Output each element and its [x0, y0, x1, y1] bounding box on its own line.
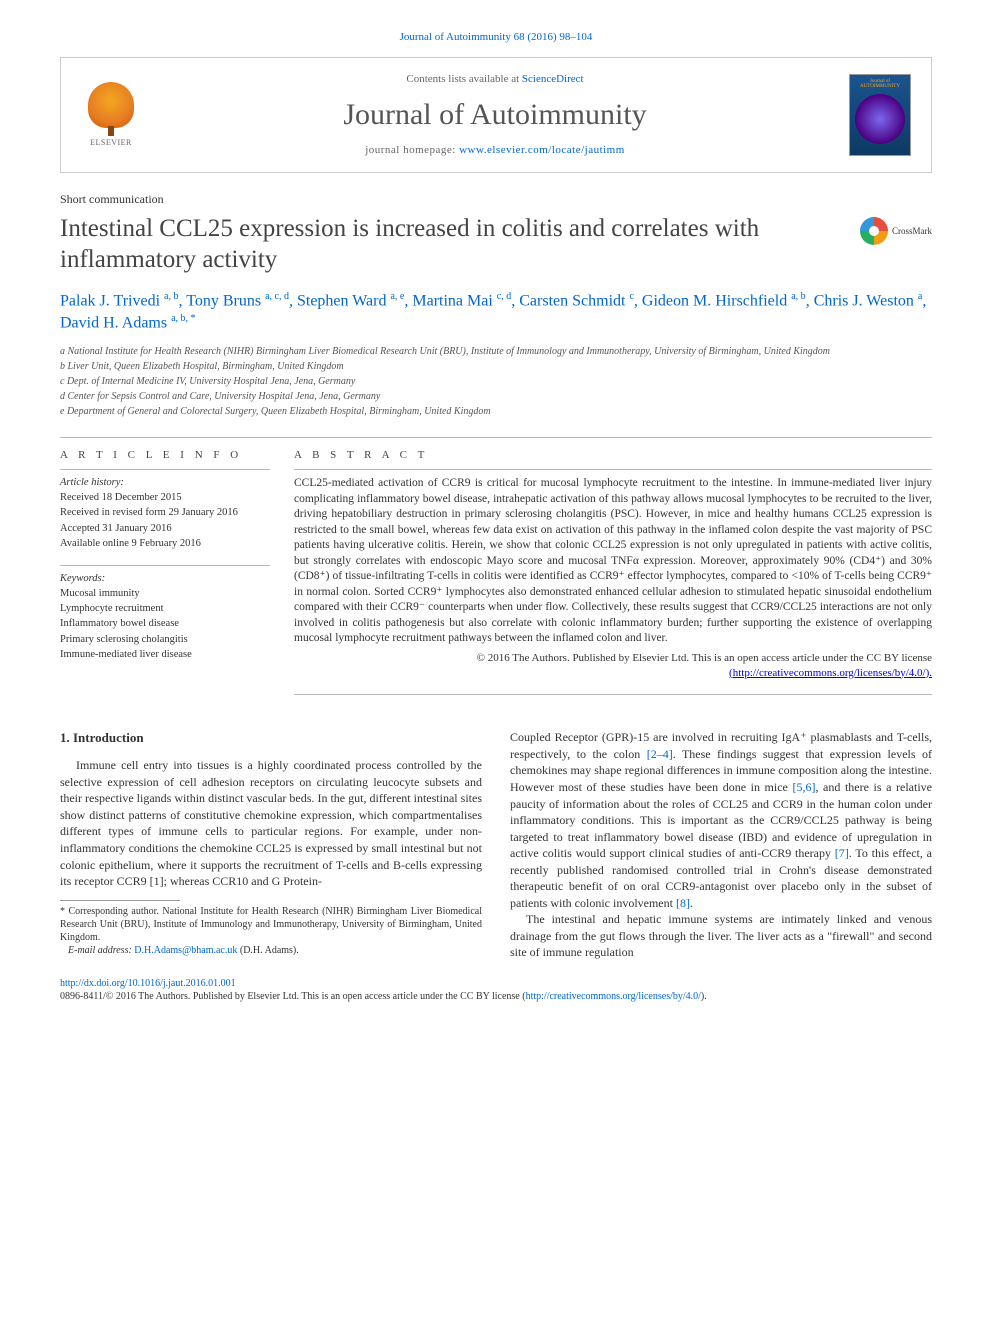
- elsevier-label: ELSEVIER: [90, 138, 132, 149]
- author: David H. Adams: [60, 315, 167, 332]
- keyword: Primary sclerosing cholangitis: [60, 633, 270, 647]
- author-aff: a, c, d: [265, 291, 289, 302]
- author-aff: a, e: [390, 291, 404, 302]
- author-aff: a: [918, 291, 922, 302]
- author: Chris J. Weston: [814, 292, 914, 309]
- article-title: Intestinal CCL25 expression is increased…: [60, 213, 848, 276]
- author-aff: c, d: [497, 291, 511, 302]
- keyword: Immune-mediated liver disease: [60, 648, 270, 662]
- author: Stephen Ward: [297, 292, 387, 309]
- cover-title: Journal of AUTOIMMUNITY: [850, 79, 910, 90]
- article-info-label: A R T I C L E I N F O: [60, 448, 270, 463]
- author: Tony Bruns: [186, 292, 261, 309]
- crossmark-label: CrossMark: [892, 225, 932, 237]
- divider: [294, 694, 932, 695]
- affiliation: e Department of General and Colorectal S…: [60, 405, 932, 419]
- homepage-line: journal homepage: www.elsevier.com/locat…: [141, 143, 849, 158]
- history-received: Received 18 December 2015: [60, 491, 270, 505]
- footer-bar: http://dx.doi.org/10.1016/j.jaut.2016.01…: [60, 977, 932, 1003]
- sciencedirect-link[interactable]: ScienceDirect: [522, 73, 584, 85]
- crossmark-badge[interactable]: CrossMark: [860, 217, 932, 245]
- email-suffix: (D.H. Adams).: [237, 945, 298, 956]
- abstract-text: CCL25-mediated activation of CCR9 is cri…: [294, 476, 932, 647]
- author-aff: a, b: [164, 291, 178, 302]
- body-text: 1. Introduction Immune cell entry into t…: [60, 729, 932, 961]
- divider: [60, 437, 932, 438]
- contents-prefix: Contents lists available at: [406, 73, 521, 85]
- abstract-column: A B S T R A C T CCL25-mediated activatio…: [294, 448, 932, 705]
- body-paragraph: Immune cell entry into tissues is a high…: [60, 757, 482, 889]
- author-aff: c: [629, 291, 633, 302]
- affiliation: c Dept. of Internal Medicine IV, Univers…: [60, 375, 932, 389]
- keywords-label: Keywords:: [60, 573, 105, 584]
- author: Carsten Schmidt: [519, 292, 625, 309]
- affiliations: a National Institute for Health Research…: [60, 345, 932, 419]
- keyword: Lymphocyte recruitment: [60, 602, 270, 616]
- crossmark-icon: [860, 217, 888, 245]
- affiliation: d Center for Sepsis Control and Care, Un…: [60, 390, 932, 404]
- citation-line: Journal of Autoimmunity 68 (2016) 98–104: [60, 30, 932, 45]
- history-accepted: Accepted 31 January 2016: [60, 522, 270, 536]
- article-info-column: A R T I C L E I N F O Article history: R…: [60, 448, 270, 705]
- journal-name: Journal of Autoimmunity: [141, 95, 849, 136]
- keywords-block: Keywords: Mucosal immunity Lymphocyte re…: [60, 565, 270, 662]
- body-paragraph: The intestinal and hepatic immune system…: [510, 911, 932, 961]
- author-aff: a, b: [791, 291, 805, 302]
- footnote-divider: [60, 900, 180, 901]
- homepage-prefix: journal homepage:: [365, 144, 459, 156]
- author: Palak J. Trivedi: [60, 292, 160, 309]
- copyright-line: © 2016 The Authors. Published by Elsevie…: [294, 651, 932, 681]
- author-aff: a, b, *: [171, 313, 195, 324]
- email-label: E-mail address:: [68, 945, 134, 956]
- homepage-link[interactable]: www.elsevier.com/locate/jautimm: [459, 144, 625, 156]
- doi-link[interactable]: http://dx.doi.org/10.1016/j.jaut.2016.01…: [60, 978, 236, 989]
- body-paragraph: Coupled Receptor (GPR)-15 are involved i…: [510, 729, 932, 911]
- elsevier-logo: ELSEVIER: [81, 80, 141, 150]
- issn-close: ).: [701, 991, 707, 1002]
- journal-header: ELSEVIER Contents lists available at Sci…: [60, 57, 932, 173]
- contents-line: Contents lists available at ScienceDirec…: [141, 72, 849, 87]
- issn-line: 0896-8411/© 2016 The Authors. Published …: [60, 991, 526, 1002]
- ref-link[interactable]: [8]: [676, 896, 690, 910]
- article-history: Article history: Received 18 December 20…: [60, 469, 270, 551]
- cover-image-icon: [855, 94, 905, 144]
- elsevier-tree-icon: [88, 82, 134, 128]
- header-center: Contents lists available at ScienceDirec…: [141, 72, 849, 158]
- journal-cover-thumbnail: Journal of AUTOIMMUNITY: [849, 74, 911, 156]
- ref-link[interactable]: [2–4]: [647, 747, 673, 761]
- license-link[interactable]: http://creativecommons.org/licenses/by/4…: [526, 991, 701, 1002]
- keyword: Inflammatory bowel disease: [60, 617, 270, 631]
- copyright-text: © 2016 The Authors. Published by Elsevie…: [477, 652, 932, 664]
- corresponding-author: * Corresponding author. National Institu…: [60, 905, 482, 944]
- license-link[interactable]: (http://creativecommons.org/licenses/by/…: [729, 667, 932, 679]
- history-revised: Received in revised form 29 January 2016: [60, 506, 270, 520]
- footnotes: * Corresponding author. National Institu…: [60, 905, 482, 957]
- keyword: Mucosal immunity: [60, 587, 270, 601]
- history-label: Article history:: [60, 477, 124, 488]
- author-list: Palak J. Trivedi a, b, Tony Bruns a, c, …: [60, 290, 932, 335]
- author: Martina Mai: [412, 292, 492, 309]
- email-link[interactable]: D.H.Adams@bham.ac.uk: [134, 945, 237, 956]
- section-heading: 1. Introduction: [60, 729, 482, 747]
- ref-link[interactable]: [7]: [835, 846, 849, 860]
- abstract-label: A B S T R A C T: [294, 448, 932, 463]
- history-online: Available online 9 February 2016: [60, 537, 270, 551]
- affiliation: b Liver Unit, Queen Elizabeth Hospital, …: [60, 360, 932, 374]
- body-text-span: .: [690, 896, 693, 910]
- article-type: Short communication: [60, 191, 932, 207]
- author: Gideon M. Hirschfield: [642, 292, 787, 309]
- ref-link[interactable]: [5,6]: [792, 780, 815, 794]
- affiliation: a National Institute for Health Research…: [60, 345, 932, 359]
